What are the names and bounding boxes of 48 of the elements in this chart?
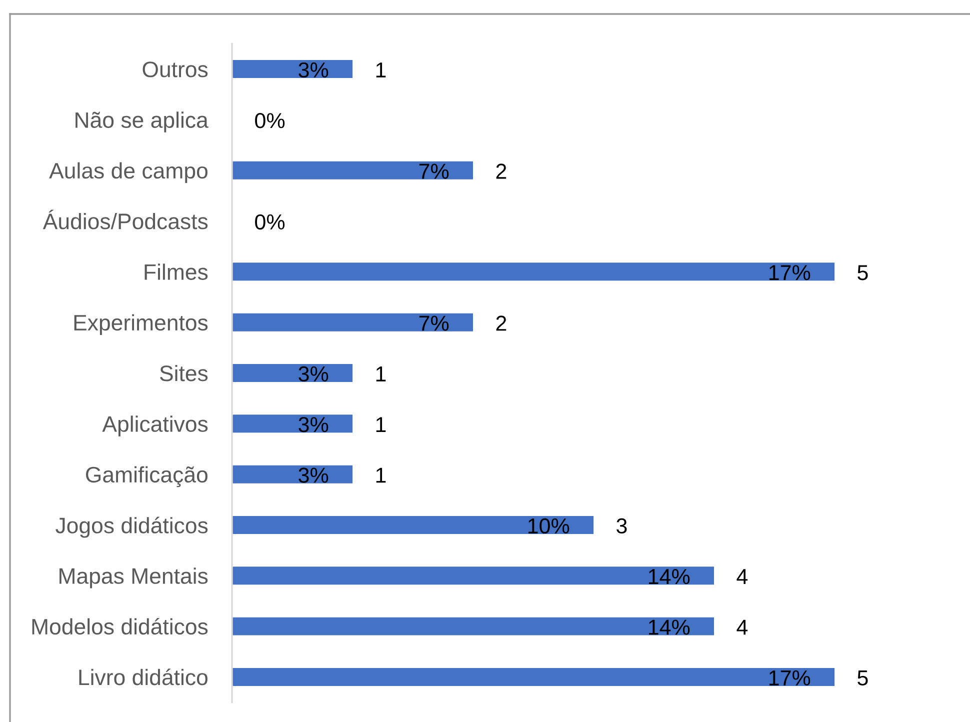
annotation: 7%: [419, 316, 449, 331]
y-tick-label: Outros: [142, 62, 208, 78]
annotation: 10%: [528, 518, 570, 534]
bar: [232, 364, 352, 382]
bar: [232, 465, 352, 484]
annotation: 0%: [255, 214, 285, 230]
y-tick-label: Jogos didáticos: [56, 516, 208, 538]
bar: [232, 313, 473, 332]
annotation: 3%: [298, 416, 328, 432]
annotation: 3%: [298, 62, 328, 78]
bar: [232, 516, 594, 534]
annotation: 3%: [298, 366, 328, 382]
bar: [232, 414, 352, 433]
y-tick-label: Áudios/Podcasts: [42, 210, 208, 230]
y-tick-label: Aulas de campo: [49, 162, 208, 184]
annotation: 3%: [298, 468, 328, 483]
annotation: 17%: [769, 265, 810, 280]
y-tick-label: Experimentos: [74, 314, 208, 335]
annotation: 17%: [769, 670, 810, 686]
y-tick-label: Sites: [160, 364, 208, 382]
data-label: 4: [736, 569, 748, 584]
data-label: 3: [616, 518, 627, 534]
bar: [232, 161, 473, 180]
bar: [232, 617, 714, 636]
annotation: 0%: [255, 113, 285, 128]
y-tick-label: Mapas Mentais: [60, 568, 208, 588]
bar: [232, 262, 834, 281]
data-label: 5: [858, 265, 868, 280]
annotation: 14%: [648, 569, 690, 584]
data-label: 5: [858, 670, 868, 686]
y-tick-label: Gamificação: [86, 466, 208, 488]
y-tick-label: Filmes: [144, 264, 208, 280]
data-label: 2: [496, 164, 506, 179]
y-tick-label: Livro didático: [79, 668, 208, 686]
data-label: 2: [496, 316, 506, 331]
bar: [232, 60, 352, 78]
annotation: 14%: [648, 620, 690, 635]
data-label: 1: [376, 366, 386, 382]
data-label: 4: [736, 620, 748, 635]
y-tick-label: Aplicativos: [102, 416, 208, 436]
bar: [232, 566, 714, 585]
bar: [232, 668, 834, 686]
y-tick-label: Não se aplica: [76, 112, 208, 132]
data-label: 1: [376, 417, 386, 432]
data-label: 1: [376, 468, 386, 483]
y-tick-label: Modelos didáticos: [32, 618, 208, 635]
annotation: 7%: [419, 164, 449, 179]
data-label: 1: [376, 62, 386, 78]
